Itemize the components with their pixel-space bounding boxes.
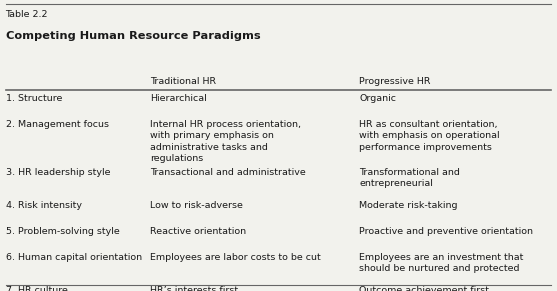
Text: 7. HR culture: 7. HR culture (6, 286, 67, 291)
Text: Outcome achievement first: Outcome achievement first (359, 286, 489, 291)
Text: 3. HR leadership style: 3. HR leadership style (6, 168, 110, 177)
Text: Traditional HR: Traditional HR (150, 77, 217, 86)
Text: Employees are labor costs to be cut: Employees are labor costs to be cut (150, 253, 321, 262)
Text: Transformational and
entrepreneurial: Transformational and entrepreneurial (359, 168, 460, 188)
Text: 6. Human capital orientation: 6. Human capital orientation (6, 253, 141, 262)
Text: Employees are an investment that
should be nurtured and protected: Employees are an investment that should … (359, 253, 524, 273)
Text: 1. Structure: 1. Structure (6, 94, 62, 103)
Text: Hierarchical: Hierarchical (150, 94, 207, 103)
Text: Proactive and preventive orientation: Proactive and preventive orientation (359, 227, 533, 236)
Text: 5. Problem-solving style: 5. Problem-solving style (6, 227, 119, 236)
Text: Table 2.2: Table 2.2 (6, 10, 48, 19)
Text: Internal HR process orientation,
with primary emphasis on
administrative tasks a: Internal HR process orientation, with pr… (150, 120, 301, 163)
Text: HR’s interests first: HR’s interests first (150, 286, 238, 291)
Text: Low to risk-adverse: Low to risk-adverse (150, 201, 243, 210)
Text: 2. Management focus: 2. Management focus (6, 120, 109, 129)
Text: Moderate risk-taking: Moderate risk-taking (359, 201, 458, 210)
Text: Organic: Organic (359, 94, 396, 103)
Text: Competing Human Resource Paradigms: Competing Human Resource Paradigms (6, 31, 260, 40)
Text: Transactional and administrative: Transactional and administrative (150, 168, 306, 177)
Text: HR as consultant orientation,
with emphasis on operational
performance improveme: HR as consultant orientation, with empha… (359, 120, 500, 152)
Text: Reactive orientation: Reactive orientation (150, 227, 247, 236)
Text: 4. Risk intensity: 4. Risk intensity (6, 201, 81, 210)
Text: Progressive HR: Progressive HR (359, 77, 431, 86)
